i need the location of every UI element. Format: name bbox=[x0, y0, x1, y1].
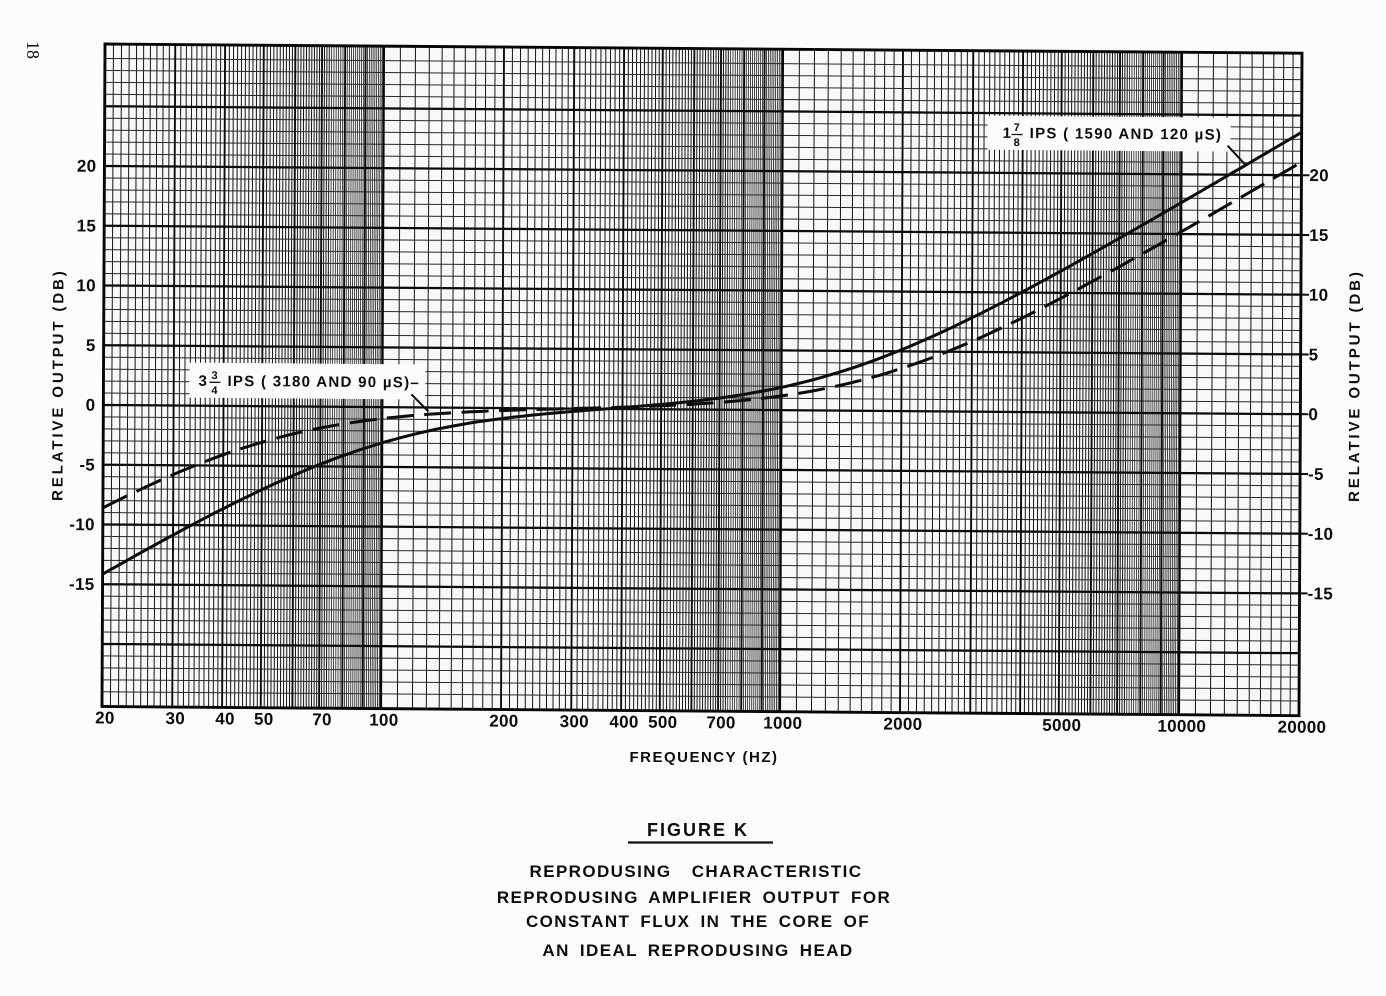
svg-text:-10: -10 bbox=[69, 515, 95, 534]
svg-text:15: 15 bbox=[77, 216, 97, 235]
svg-text:3: 3 bbox=[211, 370, 217, 382]
svg-text:10: 10 bbox=[1309, 286, 1329, 305]
svg-text:IPS ( 3180 AND 90 µS)–: IPS ( 3180 AND 90 µS)– bbox=[227, 373, 420, 391]
svg-text:70: 70 bbox=[312, 710, 332, 729]
svg-text:RELATIVE OUTPUT (DB): RELATIVE OUTPUT (DB) bbox=[1346, 269, 1364, 502]
svg-text:IPS ( 1590 AND 120 µS): IPS ( 1590 AND 120 µS) bbox=[1030, 125, 1223, 143]
svg-text:REPRODUSING AMPLIFIER OUTPUT F: REPRODUSING AMPLIFIER OUTPUT FOR bbox=[497, 888, 891, 907]
svg-text:20: 20 bbox=[77, 157, 97, 176]
svg-text:1000: 1000 bbox=[763, 714, 802, 733]
svg-text:REPRODUSING CHARACTERISTIC: REPRODUSING CHARACTERISTIC bbox=[530, 862, 863, 881]
svg-text:15: 15 bbox=[1309, 226, 1329, 245]
svg-text:8: 8 bbox=[1014, 137, 1020, 149]
svg-text:-5: -5 bbox=[79, 455, 95, 474]
svg-text:5: 5 bbox=[1309, 345, 1319, 364]
svg-text:-15: -15 bbox=[1308, 584, 1334, 603]
svg-text:2000: 2000 bbox=[883, 714, 922, 733]
svg-text:1: 1 bbox=[1003, 125, 1013, 142]
svg-text:50: 50 bbox=[254, 710, 274, 729]
svg-text:AN IDEAL REPRODUSING HEAD: AN IDEAL REPRODUSING HEAD bbox=[542, 941, 853, 960]
svg-text:30: 30 bbox=[165, 709, 185, 728]
svg-text:300: 300 bbox=[560, 712, 589, 731]
svg-text:4: 4 bbox=[211, 385, 218, 397]
svg-text:FIGURE K: FIGURE K bbox=[647, 820, 749, 840]
svg-text:20: 20 bbox=[1309, 166, 1329, 185]
svg-text:500: 500 bbox=[648, 713, 677, 732]
svg-text:FREQUENCY (HZ): FREQUENCY (HZ) bbox=[629, 749, 778, 766]
svg-text:10000: 10000 bbox=[1157, 717, 1206, 736]
svg-text:10: 10 bbox=[76, 276, 96, 295]
svg-text:-10: -10 bbox=[1308, 525, 1334, 544]
svg-text:700: 700 bbox=[706, 713, 735, 732]
svg-text:400: 400 bbox=[609, 712, 638, 731]
svg-text:40: 40 bbox=[215, 709, 235, 728]
svg-text:-5: -5 bbox=[1308, 465, 1324, 484]
svg-text:0: 0 bbox=[86, 396, 96, 415]
svg-text:0: 0 bbox=[1308, 405, 1318, 424]
svg-text:7: 7 bbox=[1014, 122, 1020, 134]
svg-text:3: 3 bbox=[198, 373, 208, 390]
svg-text:20: 20 bbox=[95, 708, 115, 727]
svg-text:20000: 20000 bbox=[1278, 718, 1327, 737]
svg-text:-15: -15 bbox=[69, 575, 95, 594]
svg-text:RELATIVE OUTPUT (DB): RELATIVE OUTPUT (DB) bbox=[49, 268, 67, 501]
svg-text:100: 100 bbox=[369, 711, 398, 730]
svg-text:CONSTANT FLUX IN THE CORE OF: CONSTANT FLUX IN THE CORE OF bbox=[526, 912, 870, 931]
svg-text:18: 18 bbox=[23, 41, 43, 59]
svg-text:200: 200 bbox=[489, 711, 518, 730]
svg-text:5: 5 bbox=[86, 336, 96, 355]
svg-text:5000: 5000 bbox=[1042, 716, 1081, 735]
